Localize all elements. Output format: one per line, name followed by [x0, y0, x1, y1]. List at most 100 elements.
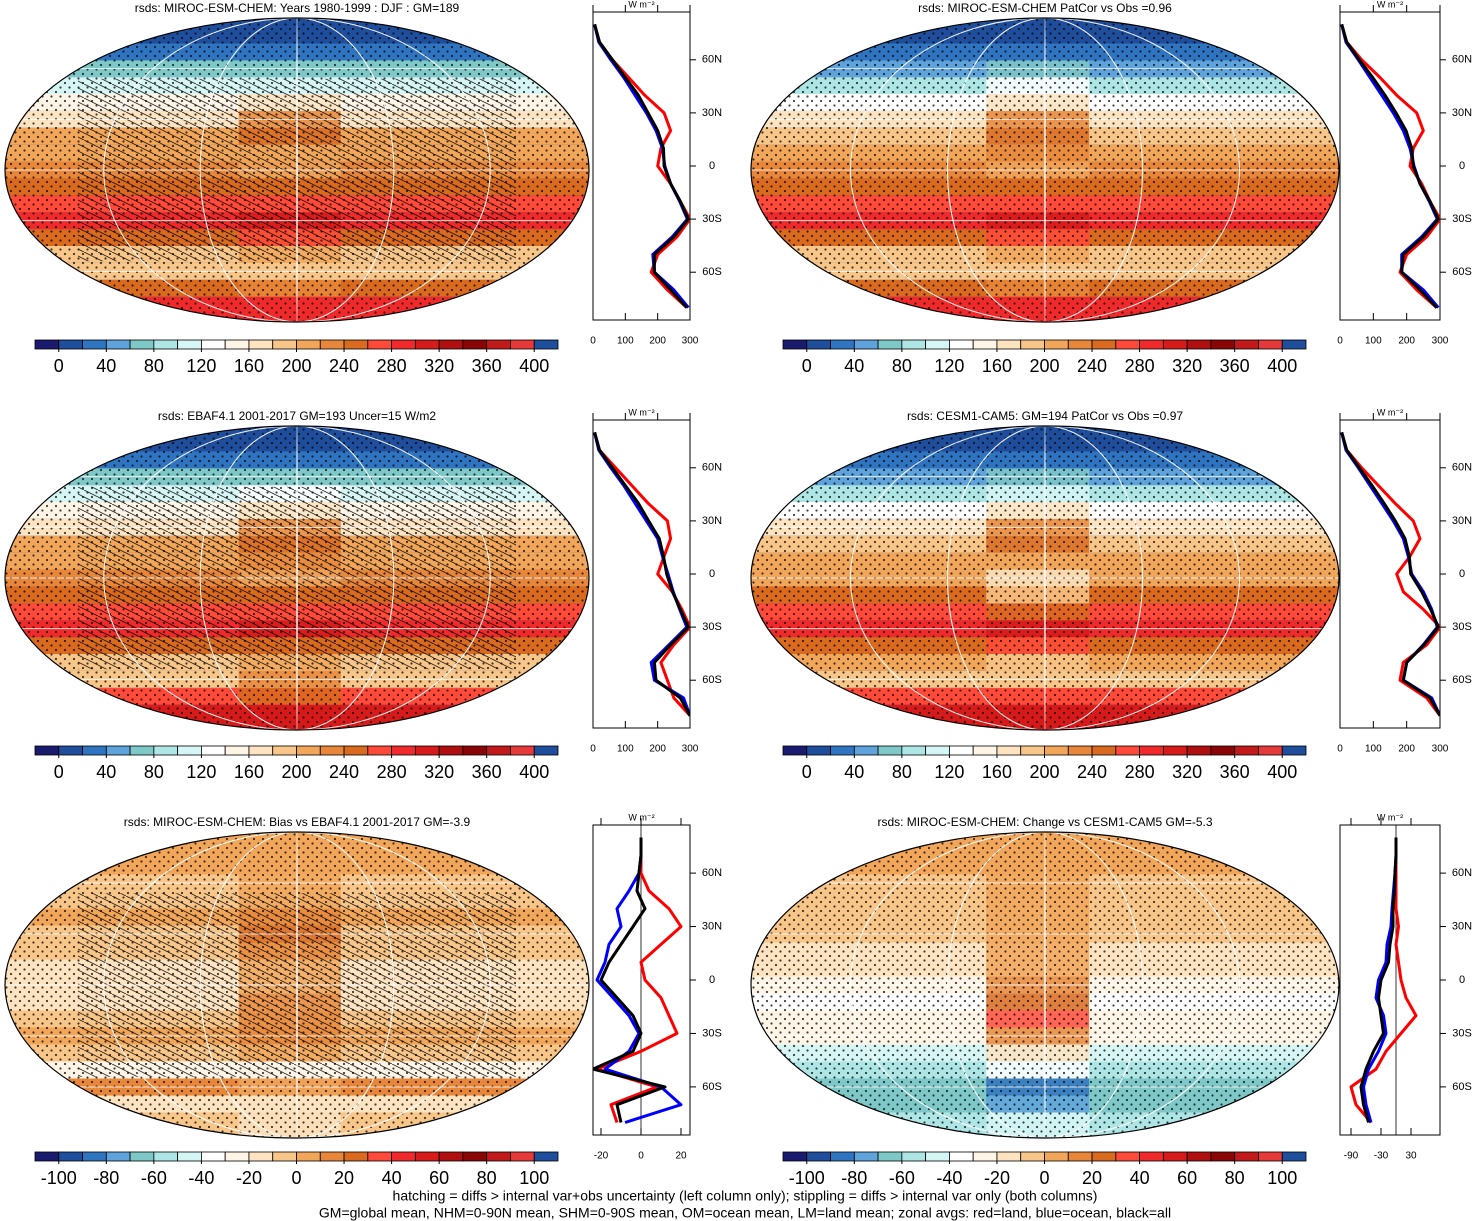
colorbar-box — [367, 339, 392, 350]
y-tick-label: 60N — [1452, 462, 1472, 474]
colorbar-label: 80 — [477, 1168, 497, 1188]
colorbar-label: 240 — [1077, 762, 1107, 782]
colorbar-label: 80 — [144, 356, 164, 376]
colorbar-label: 120 — [186, 762, 216, 782]
colorbar-box — [272, 745, 297, 756]
colorbar-box — [996, 339, 1022, 350]
colorbar-label: 240 — [329, 356, 359, 376]
x-tick-label: -90 — [1344, 1151, 1359, 1162]
colorbar-box — [82, 745, 107, 756]
y-tick-label: 60S — [702, 266, 722, 278]
colorbar-box — [972, 1151, 998, 1162]
map — [5, 832, 589, 1138]
y-tick-label: 30S — [702, 213, 722, 225]
x-tick-label: -20 — [594, 1151, 609, 1162]
panel-title: rsds: MIROC-ESM-CHEM PatCor vs Obs =0.96 — [918, 1, 1172, 15]
colorbar-label: -40 — [188, 1168, 214, 1188]
panel-title: rsds: MIROC-ESM-CHEM: Change vs CESM1-CA… — [877, 815, 1212, 829]
colorbar-label: 280 — [1125, 356, 1155, 376]
colorbar-label: 0 — [802, 356, 812, 376]
colorbar-label: 20 — [1082, 1168, 1102, 1188]
colorbar-box — [782, 339, 808, 350]
colorbar-box — [1186, 1151, 1212, 1162]
colorbar-box — [1020, 745, 1045, 756]
colorbar-box — [34, 1151, 60, 1162]
profile-line — [1359, 837, 1398, 1123]
colorbar-box — [1067, 339, 1093, 350]
colorbar-box — [1281, 1151, 1307, 1162]
map — [751, 18, 1339, 322]
colorbar-box — [1139, 1151, 1164, 1162]
map-meridian — [103, 426, 491, 730]
y-tick-label: 0 — [1459, 160, 1465, 172]
profile-line — [593, 432, 690, 717]
colorbar-box — [272, 339, 297, 350]
colorbar-box — [58, 745, 83, 756]
colorbar-box — [510, 745, 535, 756]
colorbar-box — [877, 339, 903, 350]
colorbar-box — [129, 745, 155, 756]
colorbar-label: 40 — [1130, 1168, 1150, 1188]
y-tick-label: 60S — [1452, 1081, 1472, 1093]
x-tick-label: 0 — [1337, 336, 1343, 347]
colorbar-box — [319, 745, 345, 756]
colorbar-box — [1210, 745, 1236, 756]
y-tick-label: 60N — [702, 462, 722, 474]
colorbar-label: 120 — [934, 356, 964, 376]
colorbar-box — [901, 339, 927, 350]
x-tick-label: 300 — [1432, 744, 1449, 755]
colorbar-box — [343, 1151, 369, 1162]
colorbar-label: 160 — [982, 356, 1012, 376]
colorbar-box — [34, 745, 60, 756]
colorbar-box — [391, 745, 416, 756]
colorbar-box — [343, 745, 369, 756]
colorbar-label: -20 — [984, 1168, 1010, 1188]
colorbar-box — [105, 1151, 131, 1162]
colorbar-box — [201, 745, 226, 756]
colorbar-box — [1281, 745, 1307, 756]
colorbar-box — [1258, 1151, 1283, 1162]
colorbar-box — [153, 1151, 179, 1162]
colorbar-box — [438, 339, 464, 350]
colorbar-label: 0 — [291, 1168, 301, 1188]
colorbar-box — [177, 745, 202, 756]
colorbar-label: 40 — [96, 356, 116, 376]
x-tick-label: 0 — [590, 336, 596, 347]
colorbar-label: 80 — [1225, 1168, 1245, 1188]
profile-unit: W m⁻² — [1377, 812, 1403, 822]
colorbar-box — [1186, 339, 1212, 350]
colorbar-box — [1044, 1151, 1069, 1162]
colorbar-box — [438, 1151, 464, 1162]
colorbar-label: 240 — [329, 762, 359, 782]
colorbar-box — [533, 745, 559, 756]
map-meridian — [1044, 426, 1046, 730]
colorbar-box — [925, 745, 950, 756]
colorbar-box — [972, 339, 998, 350]
colorbar-label: 400 — [1267, 356, 1297, 376]
colorbar-label: 160 — [234, 356, 264, 376]
profile-line — [593, 431, 690, 717]
y-tick-label: 30S — [702, 621, 722, 633]
map-meridian — [199, 832, 395, 1138]
colorbar-box — [129, 339, 155, 350]
colorbar-box — [296, 339, 321, 350]
x-tick-label: 300 — [1432, 336, 1449, 347]
colorbar-box — [853, 745, 879, 756]
colorbar-box — [1258, 745, 1283, 756]
colorbar-box — [1091, 745, 1117, 756]
colorbar-label: 0 — [54, 762, 64, 782]
profile-line — [593, 23, 690, 309]
map-meridian — [946, 426, 1144, 730]
profile-line — [1340, 431, 1440, 717]
map-meridian — [199, 426, 395, 730]
colorbar-label: -60 — [889, 1168, 915, 1188]
x-tick-label: 300 — [682, 336, 699, 347]
map-meridian — [946, 832, 1144, 1138]
colorbar-box — [1020, 1151, 1045, 1162]
colorbar-box — [1258, 339, 1283, 350]
colorbar-box — [1186, 745, 1212, 756]
colorbar-label: 320 — [424, 762, 454, 782]
colorbar-box — [414, 1151, 440, 1162]
colorbar-box — [343, 339, 369, 350]
colorbar-label: 0 — [802, 762, 812, 782]
